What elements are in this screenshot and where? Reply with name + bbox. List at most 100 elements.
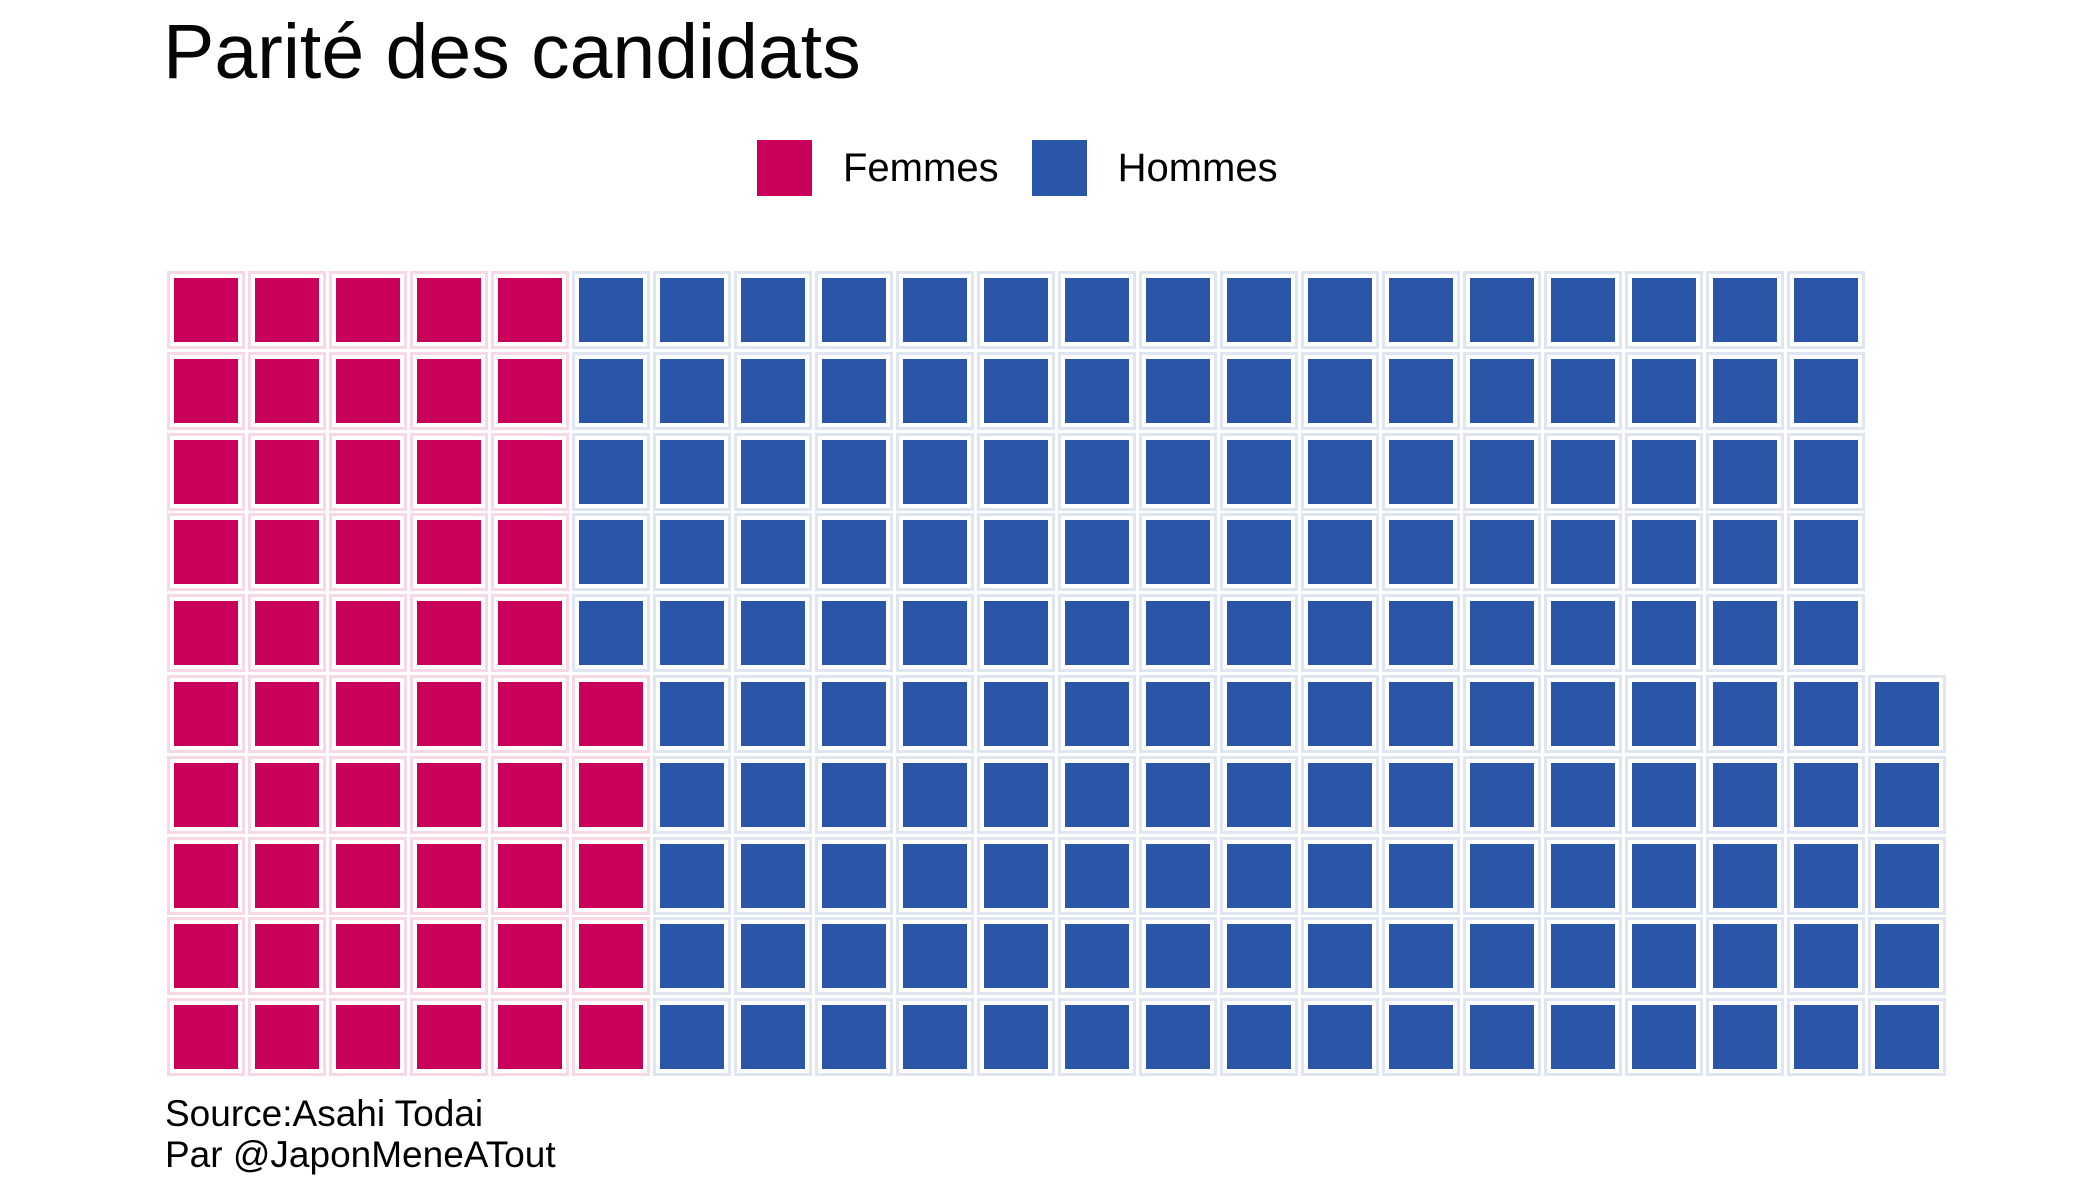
- waffle-square-hommes: [734, 837, 812, 915]
- waffle-square-hommes: [1382, 352, 1460, 430]
- waffle-square-hommes: [1058, 352, 1136, 430]
- waffle-square-femmes: [167, 756, 245, 834]
- waffle-square-hommes: [1220, 271, 1298, 349]
- waffle-square-femmes: [248, 513, 326, 591]
- waffle-square-hommes: [1220, 675, 1298, 753]
- waffle-square-hommes: [1220, 513, 1298, 591]
- waffle-square-hommes: [1463, 594, 1541, 672]
- waffle-square-femmes: [167, 998, 245, 1076]
- waffle-square-femmes: [329, 352, 407, 430]
- waffle-square-femmes: [572, 756, 650, 834]
- waffle-square-hommes: [1220, 352, 1298, 430]
- waffle-square-hommes: [1544, 756, 1622, 834]
- waffle-square-hommes: [977, 513, 1055, 591]
- waffle-square-hommes: [1301, 837, 1379, 915]
- waffle-square-hommes: [1868, 998, 1946, 1076]
- waffle-square-hommes: [1787, 594, 1865, 672]
- waffle-square-hommes: [977, 837, 1055, 915]
- waffle-square-hommes: [653, 594, 731, 672]
- waffle-square-hommes: [1058, 433, 1136, 511]
- waffle-square-femmes: [329, 271, 407, 349]
- waffle-square-hommes: [734, 917, 812, 995]
- waffle-square-hommes: [734, 513, 812, 591]
- waffle-square-femmes: [572, 917, 650, 995]
- waffle-square-femmes: [329, 594, 407, 672]
- byline: Par @JaponMeneATout: [165, 1134, 556, 1175]
- waffle-square-hommes: [1706, 837, 1784, 915]
- waffle-square-hommes: [815, 756, 893, 834]
- legend-label-hommes: Hommes: [1117, 146, 1278, 190]
- waffle-square-hommes: [1382, 675, 1460, 753]
- waffle-square-hommes: [1463, 998, 1541, 1076]
- waffle-square-hommes: [977, 917, 1055, 995]
- waffle-square-femmes: [248, 352, 326, 430]
- waffle-square-hommes: [734, 594, 812, 672]
- waffle-square-hommes: [1625, 352, 1703, 430]
- waffle-square-femmes: [572, 998, 650, 1076]
- waffle-grid: [167, 271, 1946, 1076]
- waffle-square-hommes: [1139, 433, 1217, 511]
- waffle-square-hommes: [653, 271, 731, 349]
- waffle-square-femmes: [329, 837, 407, 915]
- waffle-square-hommes: [734, 271, 812, 349]
- waffle-square-hommes: [1544, 594, 1622, 672]
- waffle-square-hommes: [896, 594, 974, 672]
- waffle-square-hommes: [1706, 675, 1784, 753]
- waffle-square-femmes: [491, 837, 569, 915]
- waffle-square-hommes: [1139, 271, 1217, 349]
- waffle-square-hommes: [1463, 352, 1541, 430]
- waffle-square-hommes: [653, 675, 731, 753]
- waffle-square-hommes: [1868, 756, 1946, 834]
- waffle-square-hommes: [572, 271, 650, 349]
- waffle-square-hommes: [815, 271, 893, 349]
- waffle-square-hommes: [1625, 998, 1703, 1076]
- waffle-square-femmes: [491, 271, 569, 349]
- waffle-square-hommes: [977, 675, 1055, 753]
- waffle-square-hommes: [1625, 433, 1703, 511]
- waffle-square-hommes: [896, 513, 974, 591]
- waffle-square-femmes: [167, 352, 245, 430]
- waffle-square-hommes: [1139, 998, 1217, 1076]
- waffle-square-hommes: [1544, 917, 1622, 995]
- waffle-square-hommes: [1787, 513, 1865, 591]
- waffle-square-femmes: [248, 433, 326, 511]
- waffle-square-hommes: [1220, 433, 1298, 511]
- waffle-square-femmes: [248, 756, 326, 834]
- waffle-square-femmes: [329, 756, 407, 834]
- waffle-square-femmes: [248, 675, 326, 753]
- waffle-square-hommes: [1625, 594, 1703, 672]
- waffle-square-hommes: [1706, 594, 1784, 672]
- legend: Femmes Hommes: [757, 140, 1278, 196]
- waffle-square-femmes: [572, 837, 650, 915]
- waffle-square-hommes: [815, 917, 893, 995]
- waffle-square-hommes: [1544, 433, 1622, 511]
- waffle-square-hommes: [815, 998, 893, 1076]
- waffle-square-hommes: [815, 433, 893, 511]
- waffle-square-hommes: [1382, 271, 1460, 349]
- waffle-square-hommes: [1058, 756, 1136, 834]
- waffle-square-hommes: [1058, 998, 1136, 1076]
- waffle-square-hommes: [653, 352, 731, 430]
- waffle-square-hommes: [653, 513, 731, 591]
- waffle-square-hommes: [977, 756, 1055, 834]
- waffle-square-hommes: [896, 837, 974, 915]
- waffle-square-femmes: [410, 917, 488, 995]
- waffle-square-hommes: [1058, 675, 1136, 753]
- chart-title: Parité des candidats: [163, 9, 861, 95]
- waffle-square-hommes: [1139, 756, 1217, 834]
- waffle-square-hommes: [1382, 998, 1460, 1076]
- waffle-square-femmes: [491, 594, 569, 672]
- legend-swatch-hommes: [1031, 140, 1087, 196]
- waffle-square-hommes: [1787, 433, 1865, 511]
- waffle-square-hommes: [1301, 513, 1379, 591]
- waffle-square-hommes: [734, 998, 812, 1076]
- waffle-square-hommes: [572, 352, 650, 430]
- waffle-square-hommes: [1382, 756, 1460, 834]
- source-line: Source:Asahi Todai: [165, 1093, 484, 1134]
- waffle-square-hommes: [896, 271, 974, 349]
- waffle-square-hommes: [1220, 756, 1298, 834]
- waffle-square-hommes: [734, 433, 812, 511]
- waffle-square-hommes: [1706, 998, 1784, 1076]
- waffle-square-hommes: [1706, 756, 1784, 834]
- waffle-square-hommes: [977, 594, 1055, 672]
